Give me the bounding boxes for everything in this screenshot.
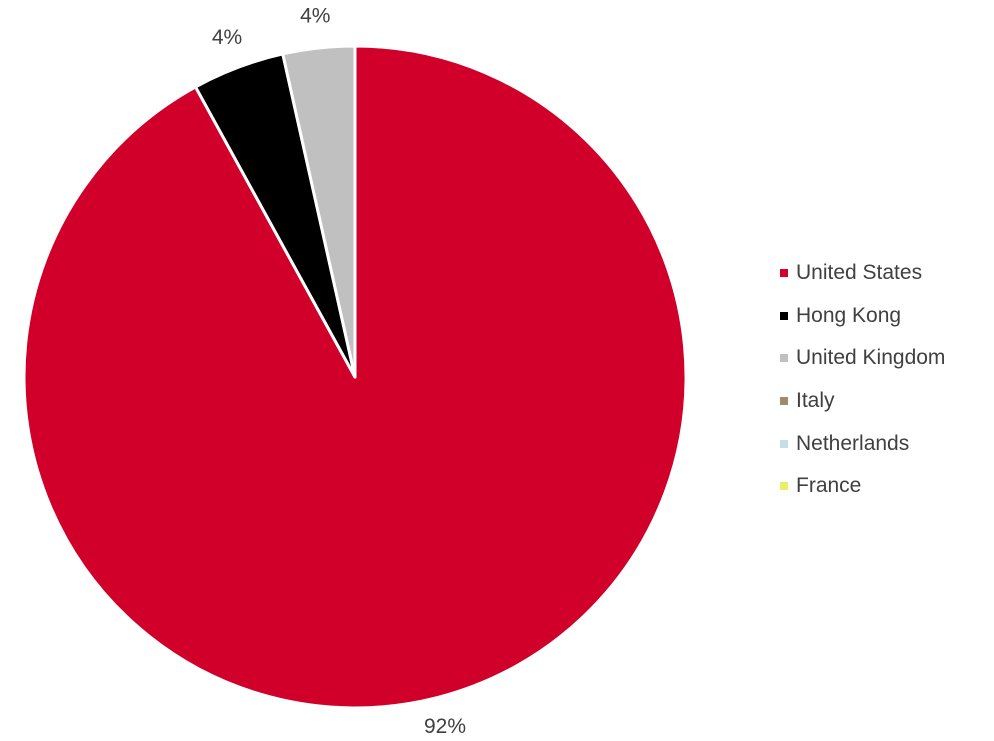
legend-label-france: France bbox=[796, 474, 862, 498]
data-label-united-states: 92% bbox=[424, 715, 466, 738]
legend-label-united-states: United States bbox=[796, 261, 923, 285]
legend: United States Hong Kong United Kingdom I… bbox=[780, 252, 945, 508]
legend-swatch-hong-kong bbox=[780, 311, 788, 320]
legend-label-hong-kong: Hong Kong bbox=[796, 303, 902, 327]
data-label-united-kingdom: 4% bbox=[300, 5, 330, 28]
legend-label-netherlands: Netherlands bbox=[796, 431, 910, 455]
pie-slice-united-kingdom bbox=[281, 44, 357, 379]
legend-label-italy: Italy bbox=[796, 389, 835, 413]
legend-swatch-italy bbox=[780, 397, 788, 406]
legend-item-italy: Italy bbox=[780, 380, 945, 423]
data-label-hong-kong: 4% bbox=[212, 26, 242, 49]
legend-item-united-kingdom: United Kingdom bbox=[780, 337, 945, 380]
legend-label-united-kingdom: United Kingdom bbox=[796, 346, 946, 370]
legend-swatch-netherlands bbox=[780, 439, 788, 448]
legend-swatch-france bbox=[780, 482, 788, 491]
legend-item-united-states: United States bbox=[780, 252, 945, 295]
legend-swatch-united-states bbox=[780, 269, 788, 278]
legend-swatch-united-kingdom bbox=[780, 354, 788, 363]
legend-item-netherlands: Netherlands bbox=[780, 422, 945, 465]
legend-item-france: France bbox=[780, 465, 945, 508]
legend-item-hong-kong: Hong Kong bbox=[780, 295, 945, 338]
